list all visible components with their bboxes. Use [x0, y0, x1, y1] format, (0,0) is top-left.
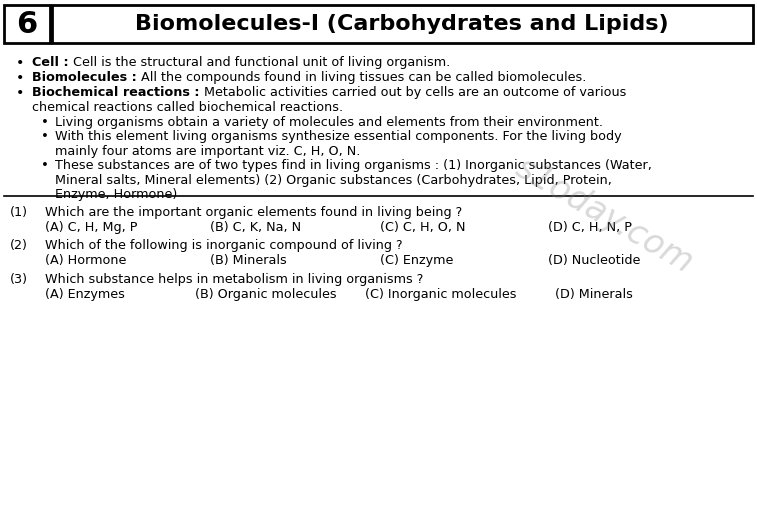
Text: (C) Inorganic molecules: (C) Inorganic molecules: [365, 288, 516, 300]
Text: (2): (2): [10, 239, 28, 252]
Text: (B) Organic molecules: (B) Organic molecules: [195, 288, 337, 300]
Text: With this element living organisms synthesize essential components. For the livi: With this element living organisms synth…: [55, 130, 621, 143]
Text: •: •: [41, 130, 49, 143]
Text: All the compounds found in living tissues can be called biomolecules.: All the compounds found in living tissue…: [137, 71, 586, 84]
Text: (D) Minerals: (D) Minerals: [555, 288, 633, 300]
Text: Cell :: Cell :: [32, 56, 69, 69]
Text: (3): (3): [10, 273, 28, 286]
Text: •: •: [16, 56, 24, 70]
Text: Biomolecules :: Biomolecules :: [32, 71, 137, 84]
Bar: [52, 5, 753, 43]
Text: (A) C, H, Mg, P: (A) C, H, Mg, P: [45, 221, 138, 234]
Text: (B) C, K, Na, N: (B) C, K, Na, N: [210, 221, 301, 234]
Text: Mineral salts, Mineral elements) (2) Organic substances (Carbohydrates, Lipid, P: Mineral salts, Mineral elements) (2) Org…: [55, 174, 612, 187]
Text: mainly four atoms are important viz. C, H, O, N.: mainly four atoms are important viz. C, …: [55, 145, 360, 157]
Text: Which are the important organic elements found in living being ?: Which are the important organic elements…: [45, 206, 463, 219]
Text: (C) Enzyme: (C) Enzyme: [380, 253, 453, 267]
Text: 6: 6: [17, 10, 38, 38]
Text: chemical reactions called biochemical reactions.: chemical reactions called biochemical re…: [32, 101, 343, 113]
Text: These substances are of two types find in living organisms : (1) Inorganic subst: These substances are of two types find i…: [55, 159, 652, 172]
Text: s1oday.com: s1oday.com: [510, 151, 699, 280]
Text: Which of the following is inorganic compound of living ?: Which of the following is inorganic comp…: [45, 239, 403, 252]
Text: •: •: [16, 71, 24, 85]
Text: (D) Nucleotide: (D) Nucleotide: [548, 253, 640, 267]
Text: (A) Enzymes: (A) Enzymes: [45, 288, 125, 300]
Text: (C) C, H, O, N: (C) C, H, O, N: [380, 221, 466, 234]
Text: Living organisms obtain a variety of molecules and elements from their environme: Living organisms obtain a variety of mol…: [55, 116, 603, 129]
Text: (1): (1): [10, 206, 28, 219]
Text: Enzyme, Hormone): Enzyme, Hormone): [55, 188, 177, 201]
Text: (A) Hormone: (A) Hormone: [45, 253, 126, 267]
Text: Which substance helps in metabolism in living organisms ?: Which substance helps in metabolism in l…: [45, 273, 423, 286]
Bar: [4, 5, 50, 43]
Text: •: •: [16, 86, 24, 100]
Text: Metabolic activities carried out by cells are an outcome of various: Metabolic activities carried out by cell…: [200, 86, 626, 99]
Text: Biomolecules-I (Carbohydrates and Lipids): Biomolecules-I (Carbohydrates and Lipids…: [136, 14, 669, 34]
Text: Biochemical reactions :: Biochemical reactions :: [32, 86, 200, 99]
Text: Cell is the structural and functional unit of living organism.: Cell is the structural and functional un…: [69, 56, 450, 69]
Text: (B) Minerals: (B) Minerals: [210, 253, 287, 267]
Text: •: •: [41, 116, 49, 129]
Text: (D) C, H, N, P: (D) C, H, N, P: [548, 221, 632, 234]
Text: •: •: [41, 159, 49, 172]
